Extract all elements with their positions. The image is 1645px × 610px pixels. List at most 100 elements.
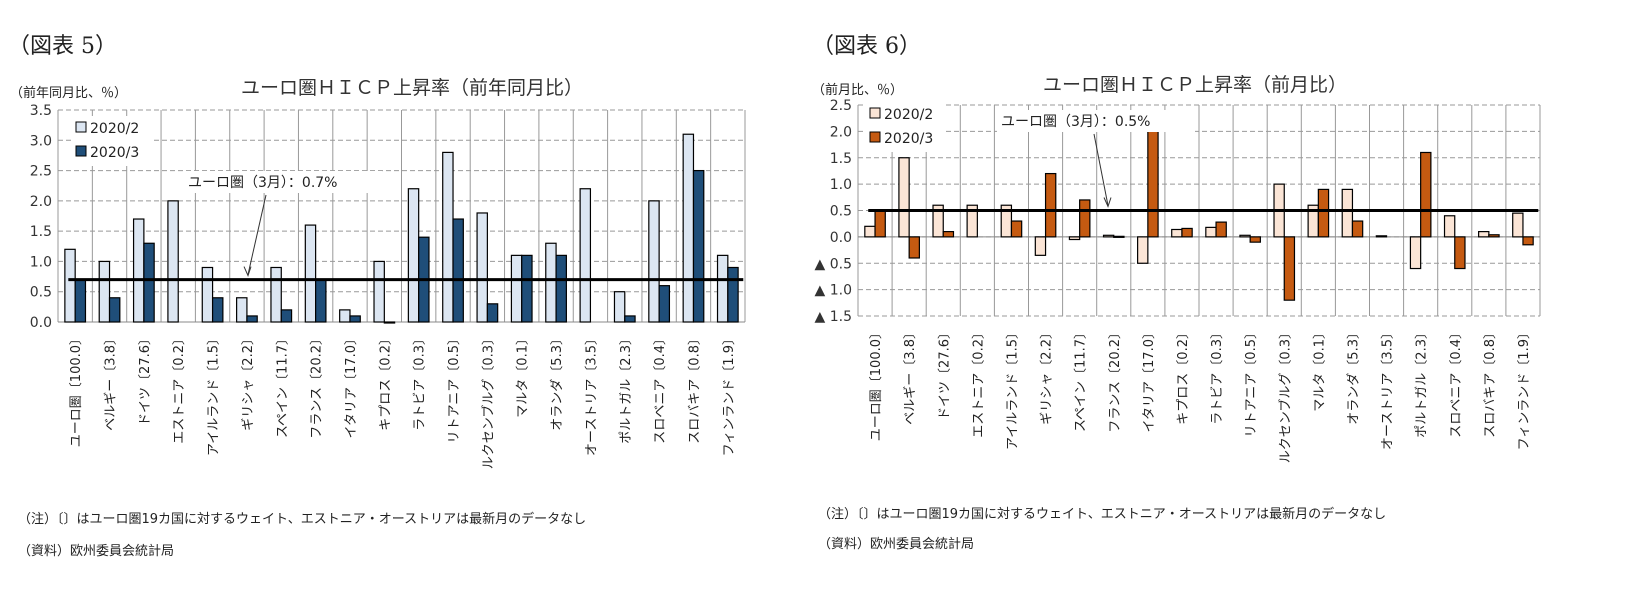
- x-tick-label: ポルトガル〔2.3〕: [1415, 326, 1430, 438]
- bar-2020-3: [349, 315, 361, 323]
- bar-2020-2: [1512, 212, 1524, 238]
- x-tick-label: フランス〔20.2〕: [310, 332, 325, 439]
- bar-2020-3: [555, 254, 567, 323]
- y-tick-label: 0.5: [830, 204, 852, 220]
- bar-2020-2: [236, 297, 248, 323]
- chart-title: ユーロ圏ＨＩＣＰ上昇率（前年同月比）: [241, 77, 583, 99]
- y-tick-label: 2.5: [30, 164, 52, 180]
- bar-2020-3: [1522, 236, 1534, 246]
- figure-6-label: （図表 6）: [812, 34, 921, 59]
- y-tick-label: ▲ 1.0: [815, 283, 852, 299]
- bar-2020-3: [908, 236, 920, 259]
- annotation-bg: [184, 171, 382, 193]
- legend-swatch: [75, 121, 87, 133]
- x-tick-label: キプロス〔0.2〕: [1176, 326, 1191, 425]
- x-tick-label: スペイン〔11.7〕: [1074, 326, 1089, 432]
- bar-2020-3: [1181, 227, 1193, 238]
- legend-swatch: [75, 145, 87, 157]
- bar-2020-3: [452, 218, 464, 323]
- x-tick-label: リトアニア〔0.5〕: [447, 332, 462, 443]
- x-tick-label: エストニア〔0.2〕: [971, 326, 986, 438]
- bar-2020-2: [1239, 234, 1251, 238]
- bar-2020-3: [1079, 199, 1091, 238]
- bar-2020-2: [1443, 215, 1456, 238]
- bar-2020-3: [1351, 220, 1364, 238]
- annotation-bg: [997, 110, 1195, 132]
- figure-5-note: （注）〔〕はユーロ圏19カ国に対するウェイト、エストニア・オーストリアは最新月の…: [18, 512, 587, 527]
- x-tick-label: スロバキア〔0.8〕: [1483, 326, 1498, 438]
- x-tick-label: オランダ〔5.3〕: [1346, 326, 1361, 425]
- x-tick-label: ルクセンブルグ〔0.3〕: [480, 332, 496, 469]
- bar-2020-3: [143, 242, 155, 323]
- x-tick-label: ラトビア〔0.3〕: [413, 332, 428, 431]
- y-tick-label: ▲ 1.5: [815, 309, 852, 325]
- x-tick-label: フランス〔20.2〕: [1108, 326, 1123, 433]
- y-tick-label: 2.5: [830, 98, 852, 114]
- x-tick-label: イタリア〔17.0〕: [1142, 326, 1157, 432]
- bar-2020-2: [579, 188, 592, 323]
- bar-2020-2: [966, 204, 978, 238]
- bar-2020-2: [1205, 226, 1217, 238]
- chart-title: ユーロ圏ＨＩＣＰ上昇率（前月比）: [1043, 74, 1347, 96]
- y-tick-label: ▲ 0.5: [815, 256, 852, 272]
- bar-2020-2: [613, 291, 626, 323]
- bar-2020-3: [1215, 221, 1227, 238]
- bar-2020-3: [1283, 236, 1296, 301]
- bar-2020-3: [1010, 220, 1023, 238]
- legend-label: 2020/2: [90, 121, 139, 137]
- reference-line-label: ユーロ圏（3月）：0.5%: [1001, 114, 1150, 130]
- arrow-head-icon: [243, 266, 252, 277]
- y-tick-label: 0.0: [830, 230, 852, 246]
- x-tick-label: ユーロ圏〔100.0〕: [69, 332, 84, 447]
- y-tick-label: 1.5: [30, 224, 52, 240]
- x-tick-label: ラトビア〔0.3〕: [1210, 326, 1225, 425]
- y-tick-label: 3.0: [30, 133, 52, 149]
- x-tick-label: ギリシャ〔2.2〕: [1040, 326, 1055, 425]
- bar-2020-3: [1249, 236, 1261, 243]
- y-tick-label: 0.5: [30, 285, 52, 301]
- bar-2020-2: [476, 212, 488, 323]
- bar-2020-3: [1454, 236, 1466, 270]
- bar-2020-3: [1488, 234, 1500, 238]
- x-tick-label: ルクセンブルグ〔0.3〕: [1277, 326, 1293, 463]
- x-tick-label: ポルトガル〔2.3〕: [619, 332, 634, 444]
- bar-2020-3: [108, 297, 121, 323]
- x-tick-label: スロバキア〔0.8〕: [687, 332, 702, 444]
- x-tick-label: アイルランド〔1.5〕: [1005, 326, 1020, 450]
- y-tick-label: 2.0: [830, 124, 852, 140]
- bar-2020-2: [373, 260, 385, 323]
- chart-yoy: 0.0 0.5 1.0 1.5 2.0 2.5 3.0 3.5 ユーロ圏〔100.0〕 ベルギー〔…: [10, 77, 746, 469]
- bar-2020-2: [1137, 236, 1149, 264]
- arrow-head-icon: [1103, 197, 1112, 208]
- x-tick-label: フィンランド〔1.9〕: [1517, 326, 1532, 450]
- bar-2020-3: [280, 309, 293, 323]
- x-tick-label: リトアニア〔0.5〕: [1244, 326, 1259, 437]
- bar-2020-2: [932, 204, 944, 238]
- x-tick-label: ユーロ圏〔100.0〕: [869, 326, 884, 441]
- bar-2020-2: [270, 266, 282, 323]
- bar-2020-3: [1420, 151, 1432, 238]
- bar-2020-2: [98, 260, 111, 323]
- x-tick-label: オランダ〔5.3〕: [550, 332, 565, 431]
- x-tick-label: スロベニア〔0.4〕: [1449, 326, 1464, 438]
- bar-2020-2: [648, 200, 660, 323]
- bar-2020-3: [383, 321, 396, 324]
- bar-2020-2: [1034, 236, 1047, 256]
- bar-2020-3: [246, 315, 258, 323]
- bar-2020-2: [1068, 236, 1081, 241]
- x-tick-label: ベルギー〔3.8〕: [104, 332, 119, 431]
- x-tick-label: フィンランド〔1.9〕: [722, 332, 737, 456]
- x-tick-label: ギリシャ〔2.2〕: [241, 332, 256, 431]
- legend-label: 2020/3: [90, 145, 139, 161]
- x-tick-label: スロベニア〔0.4〕: [653, 332, 668, 444]
- bar-2020-2: [167, 200, 179, 323]
- figure-6-note: （注）〔〕はユーロ圏19カ国に対するウェイト、エストニア・オーストリアは最新月の…: [818, 507, 1387, 522]
- y-axis-unit-label: （前月比、％）: [812, 82, 903, 98]
- bar-2020-3: [624, 315, 636, 323]
- chart-mom: ▲ 1.5 ▲ 1.0 ▲ 0.5 0.0 0.5 1.0 1.5 2.0 2.5 ユーロ圏〔10…: [812, 74, 1541, 463]
- x-tick-label: エストニア〔0.2〕: [172, 332, 187, 444]
- x-tick-label: ベルギー〔3.8〕: [903, 326, 918, 425]
- reference-line-label: ユーロ圏（3月）：0.7%: [188, 175, 337, 191]
- bar-2020-2: [1171, 228, 1183, 238]
- y-tick-label: 3.5: [30, 103, 52, 119]
